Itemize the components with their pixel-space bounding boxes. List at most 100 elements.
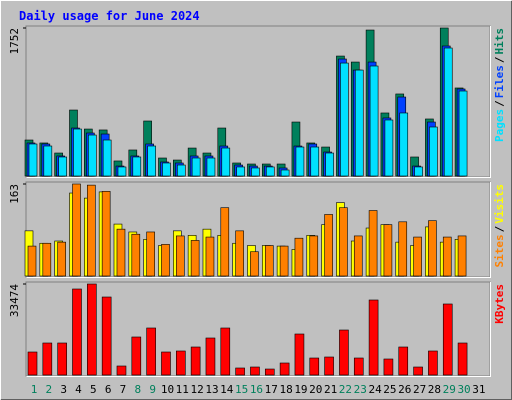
bar <box>310 146 320 177</box>
x-tick-label: 25 <box>383 383 396 396</box>
bar <box>116 365 127 376</box>
x-tick-label: 10 <box>161 383 174 396</box>
bar <box>220 327 231 376</box>
bar <box>176 350 186 376</box>
bar <box>205 236 215 277</box>
legend-entry: Sites <box>493 234 506 267</box>
bar <box>57 241 66 277</box>
bar <box>294 237 304 277</box>
bar <box>265 166 275 177</box>
bar <box>220 207 230 277</box>
bar <box>295 146 305 177</box>
bar <box>235 230 244 277</box>
x-tick-label: 18 <box>279 383 292 396</box>
x-tick-label: 5 <box>90 383 97 396</box>
x-tick-label: 7 <box>120 383 127 396</box>
bar <box>264 368 275 376</box>
legend: KBytes <box>493 284 506 324</box>
bar <box>309 357 320 376</box>
bar <box>87 184 96 277</box>
bar <box>236 166 245 177</box>
bar <box>429 126 438 177</box>
bar <box>116 228 126 277</box>
bar <box>457 342 468 376</box>
x-tick-label: 9 <box>149 383 156 396</box>
x-tick-label: 21 <box>324 383 337 396</box>
bar <box>353 357 364 376</box>
x-tick-label: 19 <box>294 383 307 396</box>
x-tick-label: 24 <box>368 383 382 396</box>
x-tick-label: 11 <box>176 383 189 396</box>
x-tick-label: 20 <box>309 383 322 396</box>
x-tick-label: 3 <box>60 383 67 396</box>
bar <box>28 143 38 177</box>
bar <box>309 235 319 277</box>
bar <box>27 351 38 376</box>
x-tick-label: 26 <box>398 383 411 396</box>
bar <box>162 162 171 177</box>
bar <box>428 220 437 277</box>
bar <box>87 283 97 376</box>
legend-entry: Pages <box>493 109 506 142</box>
bar <box>354 69 364 177</box>
bar <box>147 145 156 177</box>
bar <box>340 62 349 177</box>
bar <box>279 245 289 277</box>
legend-separator: / <box>493 56 506 63</box>
bar <box>102 139 112 177</box>
bar <box>206 157 216 177</box>
chart-title: Daily usage for June 2024 <box>19 9 200 23</box>
bar <box>399 112 409 177</box>
bar <box>88 134 97 177</box>
bar <box>176 235 185 277</box>
x-tick-label: 28 <box>428 383 441 396</box>
x-tick-label: 17 <box>265 383 278 396</box>
bar <box>146 231 155 277</box>
bar <box>384 119 394 177</box>
x-tick-label: 1 <box>31 383 38 396</box>
bar <box>413 236 422 277</box>
bar <box>398 346 409 376</box>
bar <box>458 90 468 177</box>
legend-entry: Hits <box>493 28 506 55</box>
bar <box>235 367 245 376</box>
x-tick-label: 16 <box>250 383 263 396</box>
bar <box>190 346 201 376</box>
bar <box>294 333 305 376</box>
bar <box>146 327 156 376</box>
bar <box>353 235 363 277</box>
bar <box>251 167 260 177</box>
legend-entry: Files <box>493 65 506 98</box>
x-tick-label: 8 <box>134 383 141 396</box>
y-tick-label: 163 <box>8 184 21 204</box>
panel-bevel <box>26 282 491 377</box>
bar <box>131 233 141 277</box>
bar <box>117 166 127 177</box>
bar <box>324 356 334 376</box>
y-tick-label: 1752 <box>8 28 21 55</box>
bar <box>43 145 53 177</box>
bar <box>101 191 111 277</box>
bar <box>161 244 170 277</box>
bar <box>264 245 274 277</box>
bar <box>414 166 423 177</box>
bar <box>398 221 408 277</box>
y-tick-label: 33474 <box>8 284 21 317</box>
legend: Pages/Files/Hits <box>493 28 506 142</box>
bar <box>250 251 259 277</box>
bar <box>190 240 200 277</box>
bar <box>101 296 112 376</box>
x-tick-label: 22 <box>339 383 352 396</box>
panel-bevel <box>26 26 491 178</box>
bar <box>368 210 378 277</box>
bar <box>57 342 67 376</box>
bar <box>369 65 379 177</box>
bar <box>457 235 467 277</box>
bar <box>205 337 216 376</box>
bar <box>132 156 142 177</box>
bar <box>72 183 81 277</box>
bar <box>73 128 82 177</box>
bar <box>339 207 348 277</box>
